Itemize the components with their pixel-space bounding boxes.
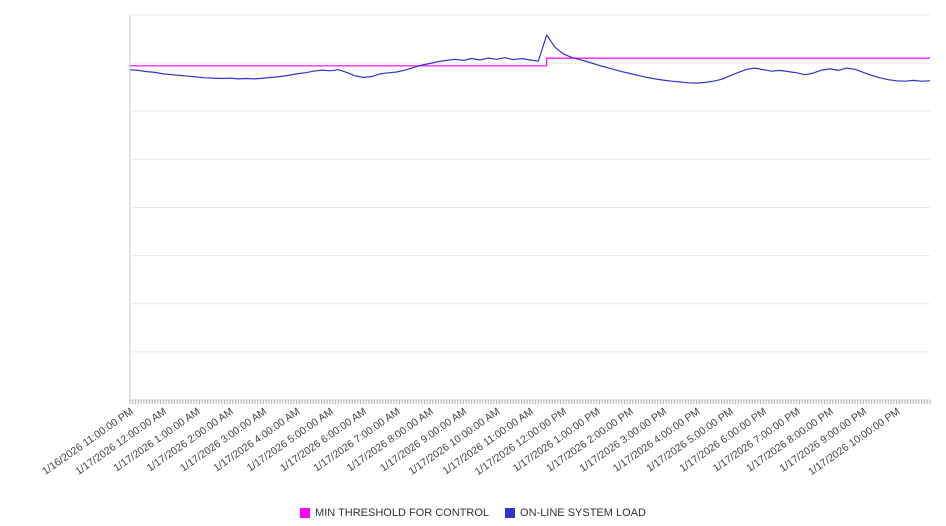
legend-swatch-min-threshold-icon [300, 508, 311, 518]
legend-label-min-threshold: MIN THRESHOLD FOR CONTROL [315, 507, 490, 519]
legend-item-min-threshold: MIN THRESHOLD FOR CONTROL [300, 507, 489, 519]
legend-label-online-system-load: ON-LINE SYSTEM LOAD [520, 507, 646, 519]
legend-swatch-online-system-load-icon [505, 508, 516, 518]
legend-item-online-system-load: ON-LINE SYSTEM LOAD [505, 507, 646, 519]
line-chart-canvas: 1/16/2026 11:00:00 PM1/17/2026 12:00:00 … [40, 14, 931, 478]
series-line [129, 34, 931, 84]
chart-legend: MIN THRESHOLD FOR CONTROL ON-LINE SYSTEM… [0, 507, 946, 519]
series-line [130, 57, 930, 67]
